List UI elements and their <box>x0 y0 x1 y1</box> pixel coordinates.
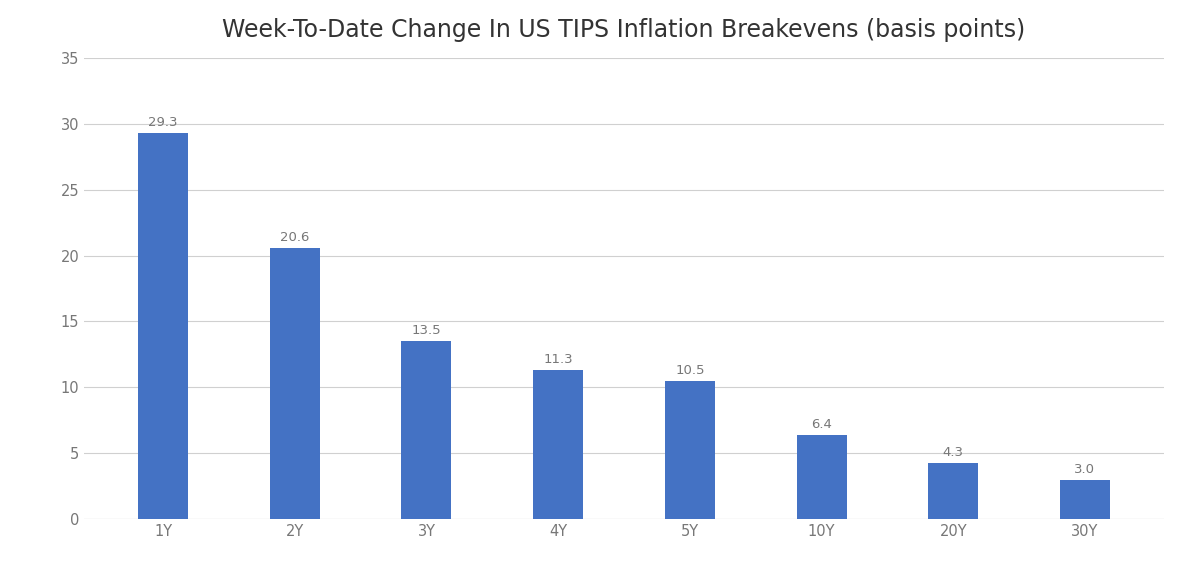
Bar <box>402 341 451 519</box>
Text: 29.3: 29.3 <box>149 116 178 129</box>
Text: 3.0: 3.0 <box>1074 463 1096 476</box>
Text: 11.3: 11.3 <box>544 353 572 366</box>
Text: 6.4: 6.4 <box>811 418 832 431</box>
Bar <box>533 370 583 519</box>
Bar <box>270 248 319 519</box>
Bar <box>797 435 846 519</box>
Bar <box>665 381 715 519</box>
Bar <box>1060 479 1110 519</box>
Bar <box>929 463 978 519</box>
Text: 4.3: 4.3 <box>943 445 964 459</box>
Text: 13.5: 13.5 <box>412 324 442 338</box>
Bar <box>138 133 188 519</box>
Text: 10.5: 10.5 <box>676 364 704 377</box>
Title: Week-To-Date Change In US TIPS Inflation Breakevens (basis points): Week-To-Date Change In US TIPS Inflation… <box>222 18 1026 42</box>
Text: 20.6: 20.6 <box>280 231 310 243</box>
